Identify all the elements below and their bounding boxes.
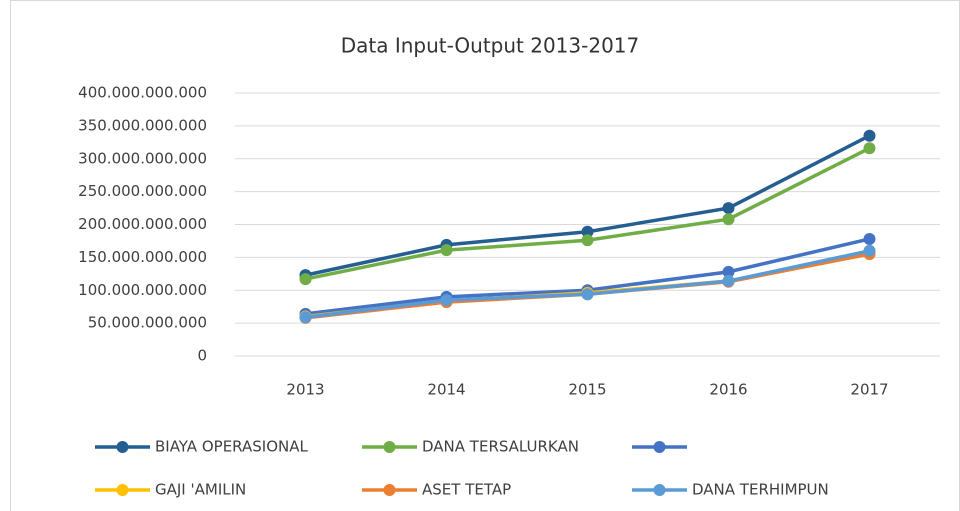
y-tick-label: 400.000.000.000: [78, 84, 207, 102]
x-tick-label: 2015: [568, 381, 606, 399]
data-point: [863, 244, 876, 257]
legend-label: DANA TERSALURKAN: [422, 438, 579, 456]
data-point: [299, 311, 312, 324]
data-point: [581, 288, 594, 301]
data-point: [299, 273, 312, 286]
legend-marker: [383, 441, 396, 453]
legend-marker: [653, 484, 666, 496]
data-point: [722, 213, 735, 226]
legend-marker: [653, 441, 666, 453]
data-point: [863, 232, 876, 245]
y-tick-label: 350.000.000.000: [78, 116, 207, 134]
data-point: [440, 244, 453, 257]
data-point: [863, 142, 876, 155]
x-tick-label: 2013: [286, 381, 324, 399]
y-tick-label: 250.000.000.000: [78, 182, 207, 200]
legend-label: BIAYA OPERASIONAL: [155, 438, 308, 456]
legend-label: ASET TETAP: [422, 481, 511, 499]
x-tick-label: 2017: [850, 381, 888, 399]
y-tick-label: 200.000.000.000: [78, 215, 207, 233]
chart-title: Data Input-Output 2013-2017: [341, 34, 640, 58]
data-point: [722, 275, 735, 288]
legend-marker: [383, 484, 396, 496]
y-tick-label: 300.000.000.000: [78, 149, 207, 167]
y-tick-label: 0: [197, 347, 207, 365]
y-tick-label: 50.000.000.000: [88, 314, 207, 332]
data-point: [581, 225, 594, 238]
legend-label: GAJI 'AMILIN: [155, 481, 246, 499]
legend-marker: [116, 484, 129, 496]
y-tick-label: 100.000.000.000: [78, 281, 207, 299]
data-point: [722, 265, 735, 278]
data-point: [581, 234, 594, 247]
legend-marker: [116, 441, 129, 453]
y-tick-label: 150.000.000.000: [78, 248, 207, 266]
data-point: [863, 129, 876, 142]
x-tick-label: 2016: [709, 381, 747, 399]
legend-label: DANA TERHIMPUN: [692, 481, 829, 499]
data-point: [722, 202, 735, 215]
x-tick-label: 2014: [427, 381, 465, 399]
data-point: [440, 294, 453, 307]
